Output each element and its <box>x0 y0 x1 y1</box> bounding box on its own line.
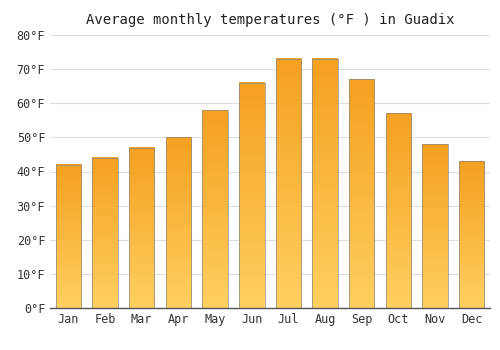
Bar <box>166 137 191 308</box>
Bar <box>129 148 154 308</box>
Bar <box>202 110 228 308</box>
Bar <box>56 164 81 308</box>
Title: Average monthly temperatures (°F ) in Guadix: Average monthly temperatures (°F ) in Gu… <box>86 13 454 27</box>
Bar <box>312 59 338 308</box>
Bar <box>239 83 264 308</box>
Bar <box>276 59 301 308</box>
Bar <box>459 161 484 308</box>
Bar <box>92 158 118 308</box>
Bar <box>422 144 448 308</box>
Bar <box>349 79 374 308</box>
Bar <box>386 113 411 308</box>
